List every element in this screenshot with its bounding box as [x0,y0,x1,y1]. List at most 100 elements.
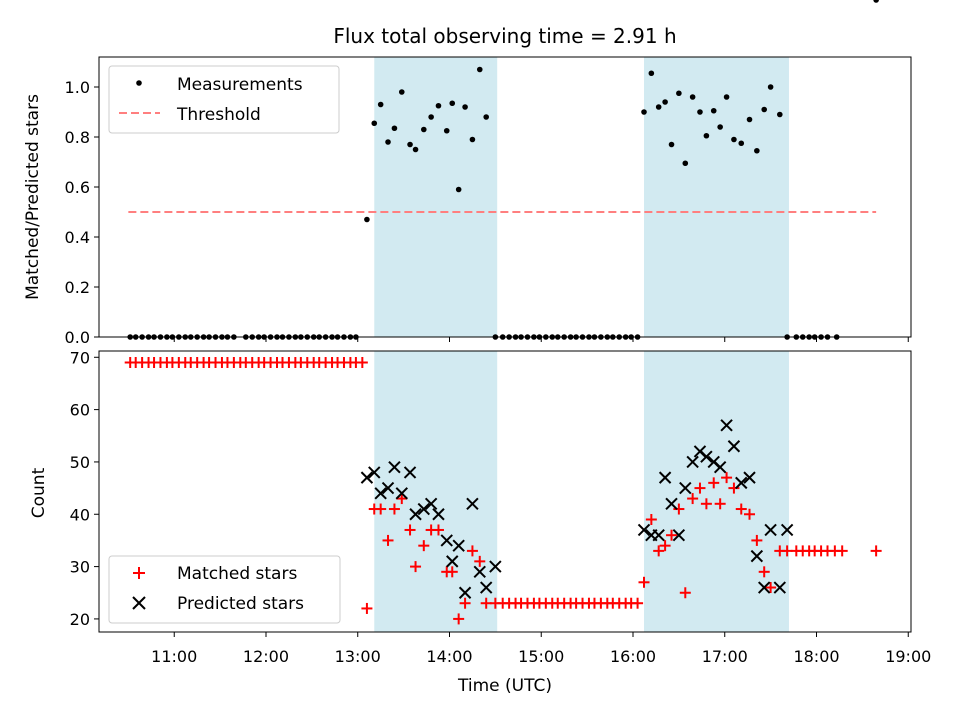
measurement-point [428,114,434,120]
legend-predicted-marker [132,596,146,610]
measurement-point [703,132,710,139]
matched-star-point [632,597,644,609]
predicted-star-point [764,523,777,537]
observing-window-1 [374,57,498,337]
y-tick-label: 0.0 [65,328,90,347]
measurement-point [738,140,745,147]
observing-window-1 [374,351,498,632]
predicted-star-point [458,586,472,599]
predicted-star-point [479,581,493,594]
observing-window-2 [644,57,789,337]
measurement-point [655,104,662,110]
matched-star-point [744,508,756,520]
matched-star-point [375,503,387,515]
matched-star-point [432,524,444,536]
x-tick-label: 12:00 [243,647,289,666]
measurement-point [455,186,462,193]
predicted-star-point [489,560,502,573]
predicted-star-point [757,581,771,594]
measurement-point [421,126,427,133]
measurement-point [443,127,450,134]
measurement-point [746,116,753,123]
y-tick-label: 20 [70,610,90,629]
measurement-point [710,107,717,114]
matched-star-point [645,513,657,525]
x-tick-label: 17:00 [702,647,748,666]
predicted-star-point [672,528,686,542]
observing-window-2 [644,351,789,632]
predicted-star-point [381,481,395,495]
predicted-star-point [432,508,445,521]
legend-predicted-label: Predicted stars [177,594,304,614]
counts-panel: 20 30 40 50 60 70 11:00 12:00 13:00 14:00 15:00 16… [29,348,931,696]
predicted-star-point [679,481,692,495]
matched-star-point [721,472,733,484]
measurement-point [449,100,456,107]
measurement-point [648,70,655,77]
matched-star-point [666,529,678,541]
x-axis-label: Time (UTC) [457,676,552,696]
predicted-star-point [750,549,764,563]
measurement-point [398,89,405,95]
measurement-point [385,139,391,145]
measurement-point [662,99,668,105]
matched-star-point [765,582,777,594]
measurement-point [476,66,483,73]
measurement-point [412,146,419,153]
predicted-star-point [417,502,431,516]
counts-y-ticks: 20 30 40 50 60 70 [70,348,99,629]
ratio-legend: Measurements Threshold [108,65,340,134]
matched-star-point [679,587,691,599]
matched-star-point [700,498,712,510]
predicted-star-point [440,534,453,547]
predicted-star-point [720,419,733,432]
matched-star-point [418,540,430,552]
measurement-point [371,120,378,127]
matched-star-point [388,503,400,515]
matched-star-point [751,534,763,546]
ratio-panel: 0.0 0.2 0.4 0.6 0.8 1.0 Matched/Predicted sta… [23,0,912,347]
legend-matched-label: Matched stars [177,564,297,584]
matched-star-point [361,602,373,614]
x-tick-label: 19:00 [885,647,931,666]
x-tick-label: 11:00 [151,647,197,666]
counts-y-axis-label: Count [29,467,49,518]
legend-measurements-marker [136,80,142,86]
measurement-point [469,136,476,143]
predicted-star-point [658,471,672,484]
matched-star-point [694,482,706,494]
observing-windows-bottom [374,351,789,632]
predicted-star-point [473,565,486,579]
matched-star-point [453,613,465,625]
x-tick-label: 16:00 [610,647,656,666]
predicted-star-point [446,555,459,568]
measurement-point [723,94,730,100]
x-tick-label: 14:00 [426,647,472,666]
predicted-star-point [637,523,651,537]
measurement-point [767,84,774,90]
counts-legend-box [108,555,341,624]
predicted-star-point [388,460,401,474]
measurement-point [407,141,413,148]
observing-windows-top [374,57,789,337]
predicted-star-point [735,476,748,490]
measurement-point [761,106,767,113]
y-tick-label: 0.6 [65,178,90,197]
x-tick-label: 13:00 [335,647,381,666]
matched-star-point [446,566,458,578]
measurement-point [364,216,370,223]
predicted-star-point [700,450,713,463]
counts-x-ticks: 11:00 12:00 13:00 14:00 15:00 16:00 17:00 18:00… [151,632,931,666]
matched-star-point [404,524,416,536]
measurement-point [676,90,682,97]
matched-star-point [781,545,793,557]
measurement-point [641,109,647,115]
predicted-star-point [395,487,408,500]
y-tick-label: 40 [70,505,90,524]
legend-measurements-label: Measurements [177,75,303,95]
predicted-star-point [652,528,665,542]
matched-star-point [735,503,747,515]
measurement-point [435,102,442,109]
measurement-point [776,111,783,118]
measurement-point [483,114,489,120]
